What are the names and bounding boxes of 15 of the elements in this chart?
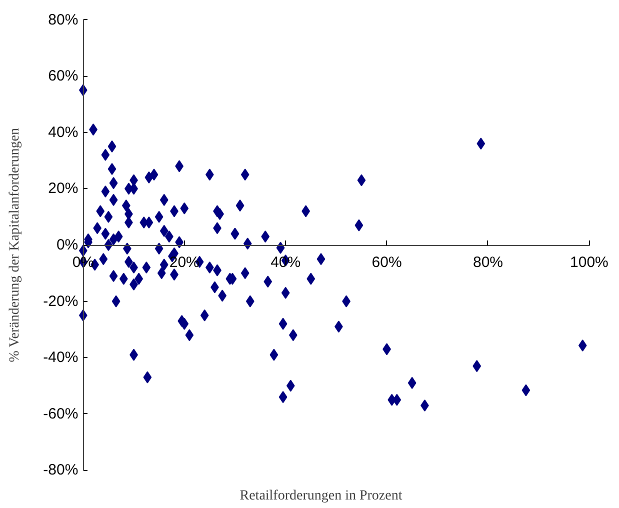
- y-tick-label: -60%: [43, 405, 78, 422]
- y-tick-label: -80%: [43, 462, 78, 479]
- y-tick-label: 20%: [48, 180, 78, 198]
- y-tick-label: 80%: [48, 11, 78, 28]
- y-axis-title: % Veränderung der Kapitalanforderungen: [8, 128, 22, 362]
- y-tick-label: -40%: [43, 349, 78, 366]
- y-tick-label: -20%: [43, 292, 78, 310]
- x-axis-title: Retailforderungen in Prozent: [240, 488, 402, 504]
- x-tick-label: 100%: [570, 254, 608, 271]
- y-tick-label: 0%: [56, 236, 78, 254]
- x-tick-label: 80%: [472, 254, 504, 271]
- x-tick-label: 60%: [372, 254, 402, 271]
- y-tick-label: 40%: [48, 124, 78, 141]
- y-tick-label: 60%: [48, 68, 78, 85]
- x-tick-label: 40%: [270, 254, 301, 271]
